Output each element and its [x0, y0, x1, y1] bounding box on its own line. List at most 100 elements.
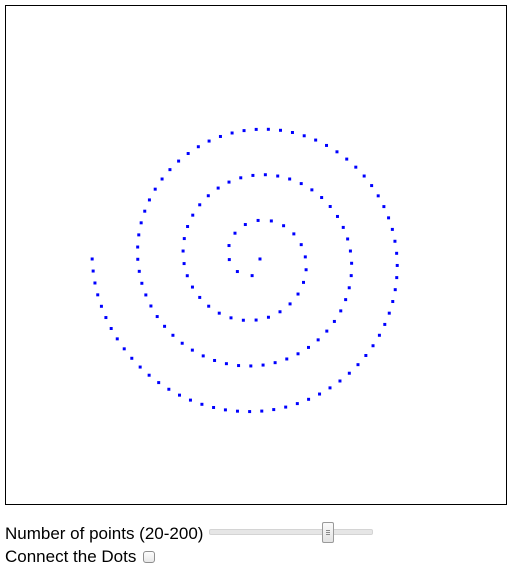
- spiral-dot: [213, 359, 216, 362]
- spiral-dot: [171, 334, 174, 337]
- spiral-dot: [110, 327, 113, 330]
- spiral-dot: [285, 357, 288, 360]
- spiral-plot: [6, 6, 506, 504]
- spiral-dot: [317, 338, 320, 341]
- spiral-dot: [237, 364, 240, 367]
- spiral-dot: [249, 364, 252, 367]
- spiral-dot: [167, 388, 170, 391]
- spiral-dot: [233, 232, 236, 235]
- spiral-dot: [383, 323, 386, 326]
- spiral-dot: [243, 129, 246, 132]
- spiral-dot: [394, 288, 397, 291]
- points-slider[interactable]: [209, 522, 373, 545]
- spiral-dot: [393, 240, 396, 243]
- spiral-dot: [104, 316, 107, 319]
- spiral-dot: [198, 203, 201, 206]
- spiral-dot: [191, 214, 194, 217]
- spiral-dot: [307, 398, 310, 401]
- spiral-dot: [91, 257, 94, 260]
- spiral-dot: [338, 380, 341, 383]
- spiral-dot: [228, 258, 231, 261]
- spiral-dot: [391, 228, 394, 231]
- spiral-dot: [267, 128, 270, 131]
- spiral-dot: [197, 145, 200, 148]
- grip-line-icon: [326, 530, 330, 531]
- spiral-dot: [364, 354, 367, 357]
- spiral-dot: [92, 270, 95, 273]
- spiral-dot: [163, 325, 166, 328]
- spiral-dot: [230, 316, 233, 319]
- spiral-dot: [138, 270, 141, 273]
- spiral-dot: [344, 298, 347, 301]
- spiral-dot: [140, 282, 143, 285]
- spiral-dot: [239, 176, 242, 179]
- spiral-dot: [231, 131, 234, 134]
- spiral-dot: [139, 366, 142, 369]
- spiral-dot: [143, 210, 146, 213]
- slider-track[interactable]: [209, 529, 373, 535]
- spiral-dot: [307, 346, 310, 349]
- spiral-dot: [300, 243, 303, 246]
- spiral-dot: [310, 188, 313, 191]
- spiral-dot: [186, 274, 189, 277]
- spiral-dot: [236, 410, 239, 413]
- spiral-dot: [219, 135, 222, 138]
- connect-dots-checkbox[interactable]: [143, 551, 155, 563]
- spiral-dot: [270, 219, 273, 222]
- spiral-dot: [276, 175, 279, 178]
- spiral-dot: [140, 221, 143, 224]
- spiral-dot: [274, 361, 277, 364]
- spiral-dot: [183, 262, 186, 265]
- spiral-dot: [161, 178, 164, 181]
- grip-line-icon: [326, 532, 330, 533]
- spiral-dot: [123, 347, 126, 350]
- spiral-dot: [382, 205, 385, 208]
- spiral-dot: [200, 403, 203, 406]
- spiral-dot: [342, 226, 345, 229]
- spiral-dot: [228, 244, 231, 247]
- grip-line-icon: [326, 534, 330, 535]
- spiral-dot: [248, 410, 251, 413]
- spiral-dot: [336, 215, 339, 218]
- spiral-dot: [251, 174, 254, 177]
- points-control-row: Number of points (20-200): [5, 522, 373, 545]
- spiral-dot: [191, 286, 194, 289]
- spiral-dot: [257, 219, 260, 222]
- connect-label: Connect the Dots: [5, 545, 136, 568]
- spiral-dot: [335, 150, 338, 153]
- spiral-dot: [116, 337, 119, 340]
- spiral-dot: [264, 173, 267, 176]
- spiral-dot: [320, 196, 323, 199]
- spiral-dot: [348, 286, 351, 289]
- spiral-dot: [296, 402, 299, 405]
- spiral-dot: [217, 187, 220, 190]
- spiral-dot: [289, 302, 292, 305]
- spiral-dot: [325, 144, 328, 147]
- spiral-dot: [244, 223, 247, 226]
- spiral-dot: [207, 194, 210, 197]
- spiral-dot: [207, 305, 210, 308]
- spiral-dot: [303, 134, 306, 137]
- spiral-dot: [396, 264, 399, 267]
- slider-thumb[interactable]: [322, 522, 334, 543]
- spiral-dot: [148, 198, 151, 201]
- spiral-dot: [156, 315, 159, 318]
- spiral-dot: [183, 237, 186, 240]
- points-label: Number of points (20-200): [5, 522, 203, 545]
- spiral-dot: [96, 293, 99, 296]
- spiral-dot: [305, 268, 308, 271]
- spiral-dot: [387, 216, 390, 219]
- spiral-dot: [279, 129, 282, 132]
- spiral-dot: [218, 312, 221, 315]
- spiral-dot: [314, 139, 317, 142]
- spiral-dot: [395, 252, 398, 255]
- spiral-dot: [181, 342, 184, 345]
- spiral-dot: [178, 394, 181, 397]
- spiral-dot: [284, 406, 287, 409]
- spiral-dot: [391, 300, 394, 303]
- spiral-dot: [333, 320, 336, 323]
- spiral-dot: [267, 316, 270, 319]
- spiral-dot: [349, 250, 352, 253]
- spiral-dot: [228, 181, 231, 184]
- spiral-dot: [300, 182, 303, 185]
